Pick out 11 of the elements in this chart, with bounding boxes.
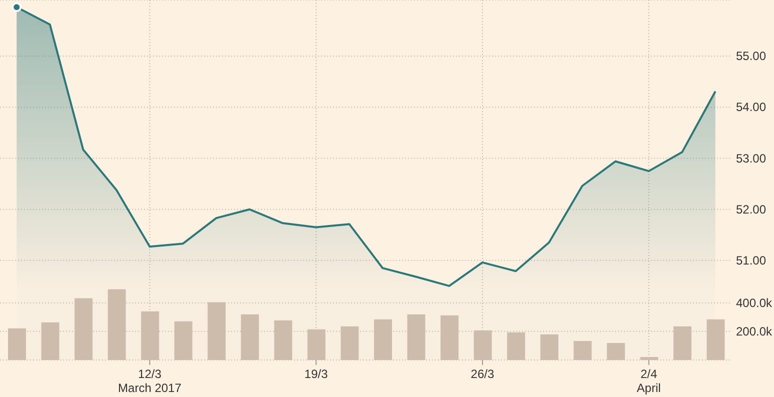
y-tick-label: 52.00 xyxy=(736,202,766,216)
y-tick-label: 53.00 xyxy=(736,151,766,166)
y2-tick-label: 200.0k xyxy=(736,324,774,338)
x-tick-label: 2/4 April xyxy=(636,367,661,395)
y-tick-label: 55.00 xyxy=(736,49,766,64)
x-tick-label: 12/3 March 2017 xyxy=(118,367,182,395)
x-tick-label: 19/3 xyxy=(304,367,328,381)
y-tick-label: 54.00 xyxy=(736,100,766,114)
x-tick-label: 26/3 xyxy=(470,367,494,381)
y2-tick-label: 400.0k xyxy=(736,296,774,310)
y-tick-label: 51.00 xyxy=(736,253,766,268)
